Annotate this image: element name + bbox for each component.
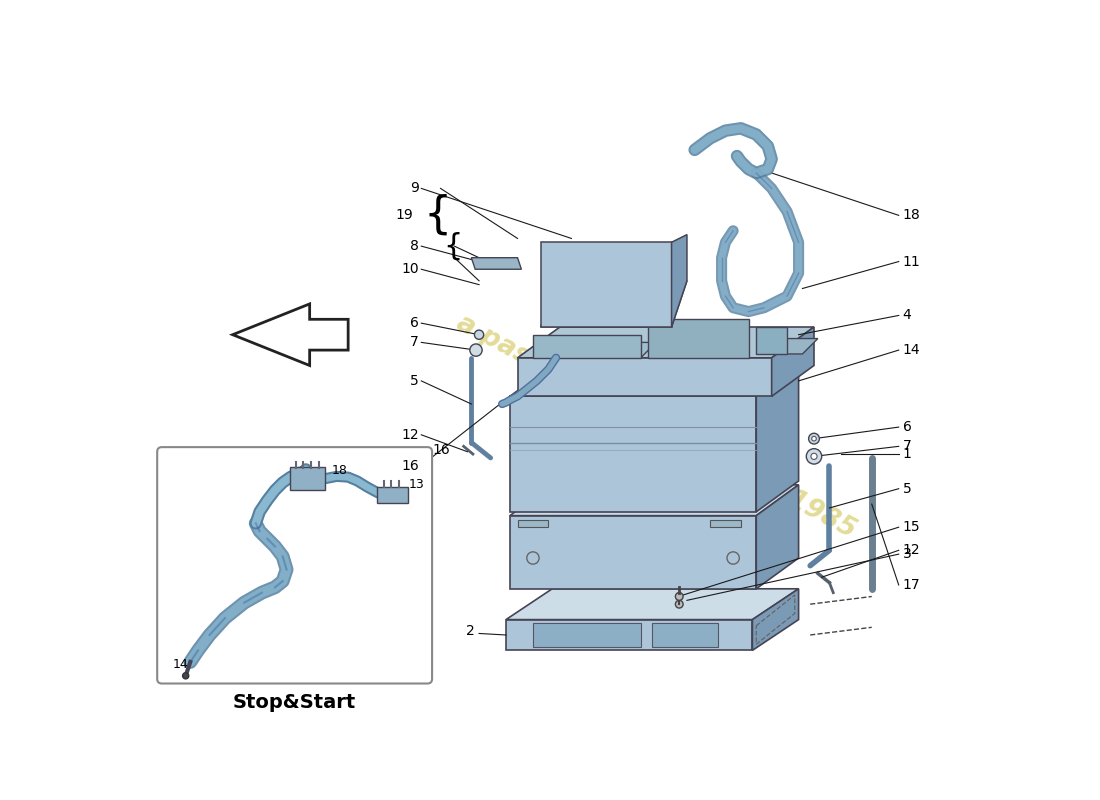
Text: 4: 4	[902, 309, 911, 322]
Text: 1: 1	[902, 447, 912, 461]
Polygon shape	[711, 519, 741, 527]
Polygon shape	[290, 467, 326, 490]
Text: 16: 16	[402, 458, 419, 473]
Circle shape	[575, 373, 591, 389]
Circle shape	[811, 454, 817, 459]
Text: 14: 14	[173, 658, 188, 670]
Polygon shape	[510, 366, 799, 396]
Text: 12: 12	[902, 543, 921, 558]
Circle shape	[675, 600, 683, 608]
Text: 13: 13	[408, 478, 424, 491]
Text: 2: 2	[466, 624, 475, 638]
Text: 5: 5	[902, 482, 911, 496]
Polygon shape	[510, 396, 757, 512]
Polygon shape	[541, 242, 671, 327]
Polygon shape	[752, 589, 799, 650]
Polygon shape	[506, 589, 799, 619]
Polygon shape	[772, 327, 814, 396]
Circle shape	[675, 593, 683, 600]
Polygon shape	[534, 342, 656, 358]
Text: a passion for parts since 1985: a passion for parts since 1985	[452, 310, 860, 544]
Polygon shape	[757, 366, 799, 512]
Polygon shape	[757, 338, 818, 354]
Text: {: {	[424, 194, 452, 237]
Text: {: {	[443, 232, 462, 261]
Polygon shape	[652, 623, 717, 646]
Text: 8: 8	[410, 239, 419, 253]
Polygon shape	[510, 485, 799, 516]
Polygon shape	[757, 485, 799, 589]
Text: 19: 19	[396, 208, 414, 222]
Polygon shape	[534, 623, 640, 646]
Text: 18: 18	[331, 465, 348, 478]
Text: 11: 11	[902, 254, 921, 269]
Text: 5: 5	[410, 374, 419, 388]
Circle shape	[183, 673, 189, 679]
Polygon shape	[661, 372, 690, 393]
Circle shape	[812, 436, 816, 441]
Text: 3: 3	[902, 547, 911, 561]
Polygon shape	[569, 372, 597, 393]
Circle shape	[668, 373, 683, 389]
Text: 7: 7	[902, 439, 911, 454]
Polygon shape	[517, 366, 791, 396]
Polygon shape	[541, 281, 686, 327]
Text: 18: 18	[902, 208, 921, 222]
Text: 10: 10	[402, 262, 419, 276]
Polygon shape	[517, 519, 548, 527]
Polygon shape	[534, 334, 640, 358]
Circle shape	[676, 593, 682, 599]
Circle shape	[474, 330, 484, 339]
Polygon shape	[757, 327, 788, 354]
Text: 7: 7	[410, 335, 419, 350]
Polygon shape	[649, 319, 749, 358]
Circle shape	[806, 449, 822, 464]
Polygon shape	[472, 258, 521, 270]
FancyBboxPatch shape	[157, 447, 432, 683]
Polygon shape	[517, 327, 814, 358]
Polygon shape	[506, 619, 752, 650]
Text: 6: 6	[410, 316, 419, 330]
Text: 15: 15	[902, 520, 921, 534]
Circle shape	[470, 344, 482, 356]
Circle shape	[808, 434, 820, 444]
Text: 17: 17	[902, 578, 921, 592]
Text: 16: 16	[433, 443, 451, 457]
Text: 9: 9	[410, 182, 419, 195]
Text: 12: 12	[402, 428, 419, 442]
Text: Stop&Start: Stop&Start	[233, 693, 356, 712]
Polygon shape	[517, 358, 772, 396]
Text: 6: 6	[902, 420, 912, 434]
Polygon shape	[671, 234, 686, 327]
Text: 14: 14	[902, 343, 921, 357]
Polygon shape	[510, 516, 757, 589]
Polygon shape	[233, 304, 348, 366]
Polygon shape	[377, 487, 408, 502]
